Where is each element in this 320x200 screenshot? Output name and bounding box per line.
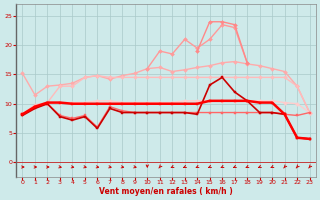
X-axis label: Vent moyen/en rafales ( km/h ): Vent moyen/en rafales ( km/h ) — [99, 187, 233, 196]
